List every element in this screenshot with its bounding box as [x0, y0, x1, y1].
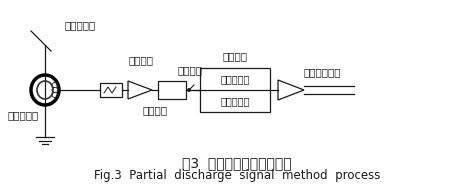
Text: 积分电阻: 积分电阻 — [128, 55, 154, 65]
Text: 次级放大: 次级放大 — [222, 51, 247, 61]
Bar — [158, 81, 186, 99]
Text: 电流传感器: 电流传感器 — [8, 110, 38, 120]
Text: 低放大倍数: 低放大倍数 — [220, 74, 250, 84]
Circle shape — [188, 89, 190, 91]
Text: 差分信号传输: 差分信号传输 — [303, 67, 341, 77]
Text: 高放大倍数: 高放大倍数 — [220, 96, 250, 106]
Bar — [200, 68, 270, 112]
Bar — [100, 83, 122, 97]
Text: 图3  局部放电信号方法过程: 图3 局部放电信号方法过程 — [182, 156, 292, 170]
Text: 带通滤波: 带通滤波 — [177, 65, 202, 75]
Text: 电缆接地线: 电缆接地线 — [65, 20, 96, 30]
Text: Fig.3  Partial  discharge  signal  method  process: Fig.3 Partial discharge signal method pr… — [94, 169, 380, 181]
Text: 初级放大: 初级放大 — [143, 105, 167, 115]
